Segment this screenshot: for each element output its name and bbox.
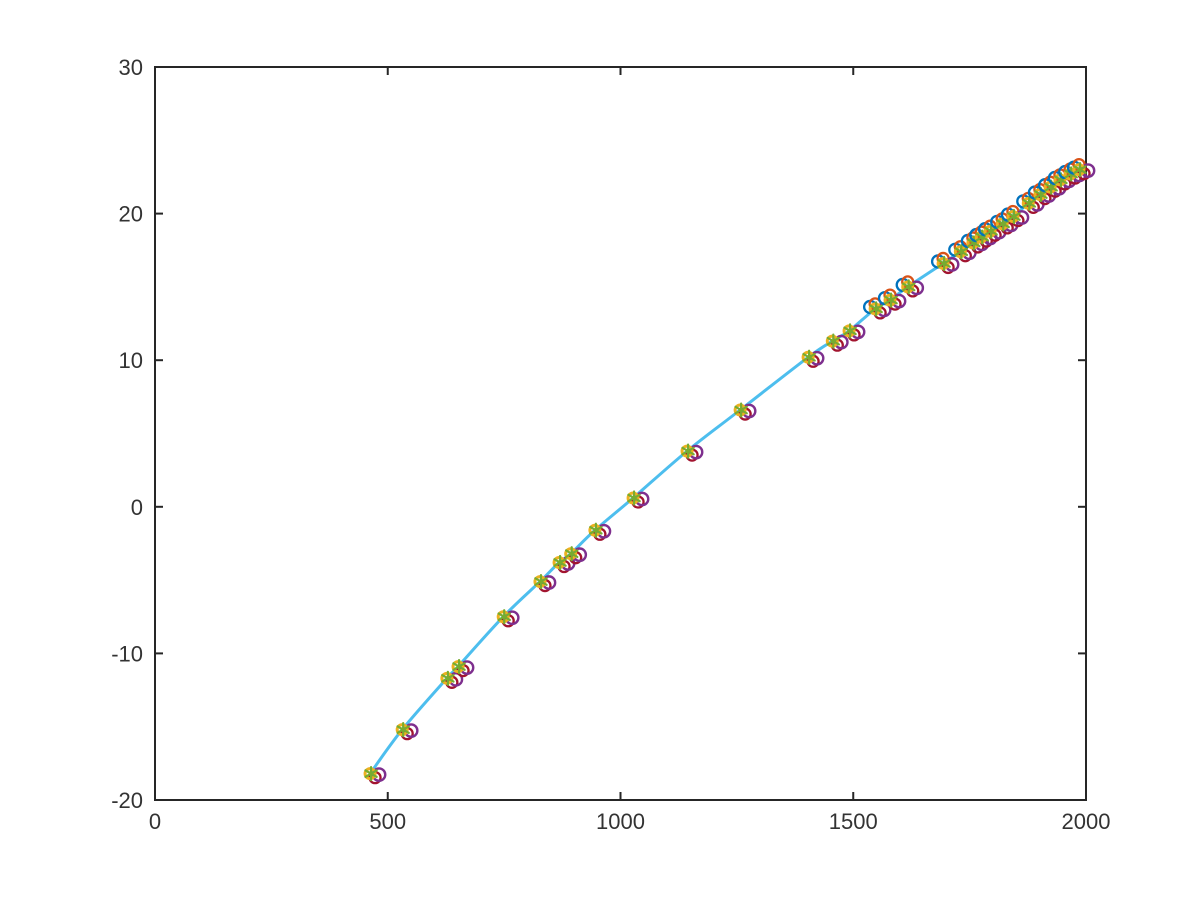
green-asterisk-marker xyxy=(452,662,466,671)
green-asterisk-marker xyxy=(564,549,579,559)
x-tick-label: 1500 xyxy=(829,809,878,834)
green-asterisk-marker xyxy=(534,577,548,586)
x-tick-label: 1000 xyxy=(596,809,645,834)
y-tick-label: -10 xyxy=(111,641,143,666)
green-asterisk-marker xyxy=(843,326,857,336)
y-tick-label: -20 xyxy=(111,788,143,813)
green-asterisk-marker xyxy=(364,769,378,778)
green-asterisk-marker xyxy=(802,352,816,362)
green-asterisk-marker xyxy=(1044,182,1058,192)
green-asterisk-marker xyxy=(553,558,567,567)
axes-box xyxy=(154,66,1087,801)
x-tick-label: 500 xyxy=(369,809,406,834)
green-asterisk-marker xyxy=(937,259,951,268)
green-asterisk-marker xyxy=(396,725,410,734)
green-asterisk-marker xyxy=(996,219,1010,229)
green-asterisk-marker xyxy=(681,446,695,456)
green-asterisk-marker xyxy=(826,336,841,346)
green-asterisk-marker xyxy=(734,405,748,415)
green-asterisk-marker xyxy=(1007,212,1021,221)
y-tick-label: 20 xyxy=(119,202,143,227)
green-asterisk-marker xyxy=(954,247,969,257)
green-asterisk-marker xyxy=(589,525,603,535)
green-asterisk-marker xyxy=(1022,198,1037,208)
x-tick-label: 2000 xyxy=(1062,809,1111,834)
y-tick-label: 10 xyxy=(119,348,143,373)
green-asterisk-marker xyxy=(1034,190,1048,199)
smooth-fit-curve xyxy=(368,165,1086,776)
green-asterisk-marker xyxy=(627,493,641,503)
x-tick-label: 0 xyxy=(149,809,161,834)
green-asterisk-marker xyxy=(884,295,898,305)
green-asterisk-marker xyxy=(901,282,916,292)
green-asterisk-marker xyxy=(1073,165,1087,174)
green-asterisk-marker xyxy=(869,304,883,314)
y-tick-label: 0 xyxy=(131,495,143,520)
y-tick-label: 30 xyxy=(119,55,143,80)
green-asterisk-marker xyxy=(984,226,998,236)
green-asterisk-marker xyxy=(497,612,511,622)
green-asterisk-marker xyxy=(441,673,455,683)
